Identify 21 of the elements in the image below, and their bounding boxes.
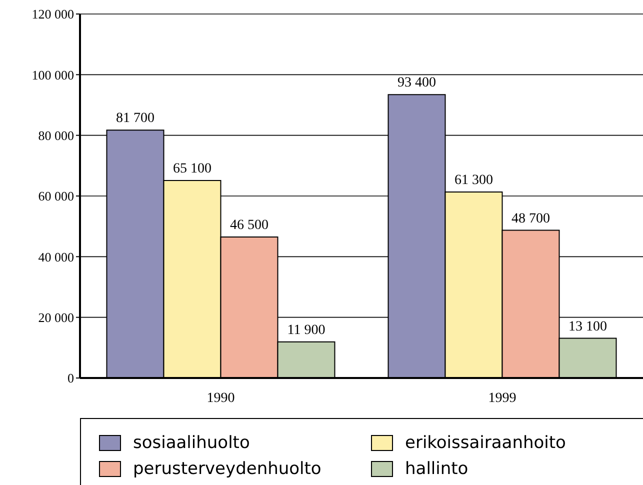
- data-label: 65 100: [172, 162, 212, 177]
- data-label: 61 300: [454, 173, 493, 188]
- data-label: 13 100: [568, 319, 607, 334]
- y-tick-label: 100 000: [32, 67, 74, 82]
- data-label: 48 700: [511, 211, 550, 226]
- y-tick-label: 80 000: [38, 128, 74, 143]
- y-tick-label: 60 000: [38, 188, 74, 204]
- data-label: 46 500: [230, 218, 268, 233]
- data-label: 93 400: [397, 76, 436, 91]
- legend-label: perusterveydenhuolto: [133, 459, 322, 479]
- y-tick-label: 20 000: [38, 310, 74, 325]
- legend-label: erikoissairaanhoito: [405, 433, 566, 453]
- legend-label: sosiaalihuolto: [133, 433, 250, 453]
- y-tick-label: 40 000: [38, 249, 74, 264]
- legend-label: hallinto: [405, 459, 468, 479]
- data-label: 11 900: [287, 322, 326, 338]
- y-tick-label: 0: [68, 370, 74, 386]
- x-tick-label: 1990: [206, 390, 235, 406]
- x-tick-label: 1999: [488, 390, 516, 406]
- data-label: 81 700: [116, 111, 154, 126]
- y-tick-label: 120 000: [32, 6, 74, 22]
